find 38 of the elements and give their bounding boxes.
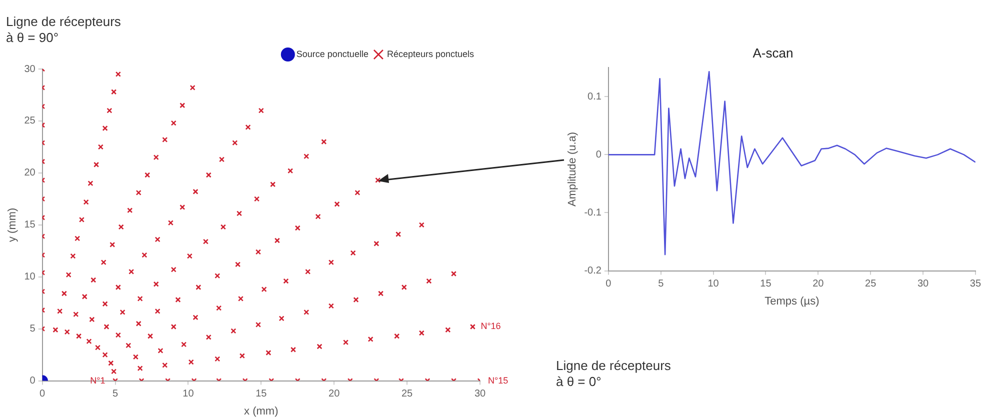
x-tick-label: 35 [970,278,982,290]
y-axis-title: y (mm) [6,208,19,242]
text: Ligne de récepteurs à θ = 0° [556,358,671,390]
legend-label: Récepteurs ponctuels [386,48,474,59]
x-tick-label: 25 [865,278,877,290]
x-axis-title: x (mm) [244,405,278,418]
x-tick-label: 5 [658,278,664,290]
annotation: N°15 [488,375,508,386]
x-tick-label: 25 [401,388,414,400]
x-tick-label: 10 [182,388,194,400]
text: Ligne de récepteurs à θ = 90° [6,14,121,46]
x-tick-label: 5 [112,388,118,400]
y-tick-label: 20 [24,168,36,179]
x-tick-label: 0 [40,388,46,400]
x-tick-label: 10 [708,278,720,290]
legend-label: Source ponctuelle [296,48,368,59]
x-tick-label: 15 [760,278,772,290]
y-tick-label: 10 [24,272,36,283]
x-tick-label: 20 [812,278,824,290]
y-tick-label: 0.1 [588,91,602,102]
annotation: N°16 [480,321,501,332]
y-axis-title: Amplitude (u.a) [566,132,579,206]
annotation: N°1 [90,375,106,386]
x-tick-label: 0 [606,278,612,290]
y-tick-label: -0.1 [584,207,602,218]
x-tick-label: 20 [328,388,340,400]
y-tick-label: -0.2 [584,266,602,277]
y-tick-label: 25 [24,116,36,127]
chart-title: A-scan [752,45,794,60]
y-tick-label: 5 [30,324,36,335]
x-tick-label: 15 [256,388,268,400]
y-tick-label: 0 [596,149,602,160]
y-tick-label: 15 [24,220,36,231]
x-tick-label: 30 [474,388,486,400]
x-tick-label: 30 [917,278,930,290]
x-axis-title: Temps (µs) [764,295,820,308]
y-tick-label: 0 [30,376,36,387]
y-tick-label: 30 [24,64,36,75]
